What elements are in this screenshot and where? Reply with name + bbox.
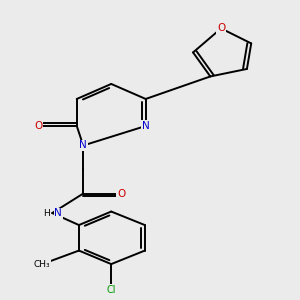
Text: N: N	[142, 121, 150, 131]
Text: H: H	[43, 208, 50, 217]
Text: O: O	[217, 23, 225, 33]
Text: N: N	[54, 208, 62, 218]
Text: CH₃: CH₃	[34, 260, 51, 268]
Text: N: N	[80, 140, 87, 151]
Text: O: O	[34, 121, 42, 131]
Text: O: O	[117, 188, 125, 199]
Text: Cl: Cl	[106, 285, 116, 295]
